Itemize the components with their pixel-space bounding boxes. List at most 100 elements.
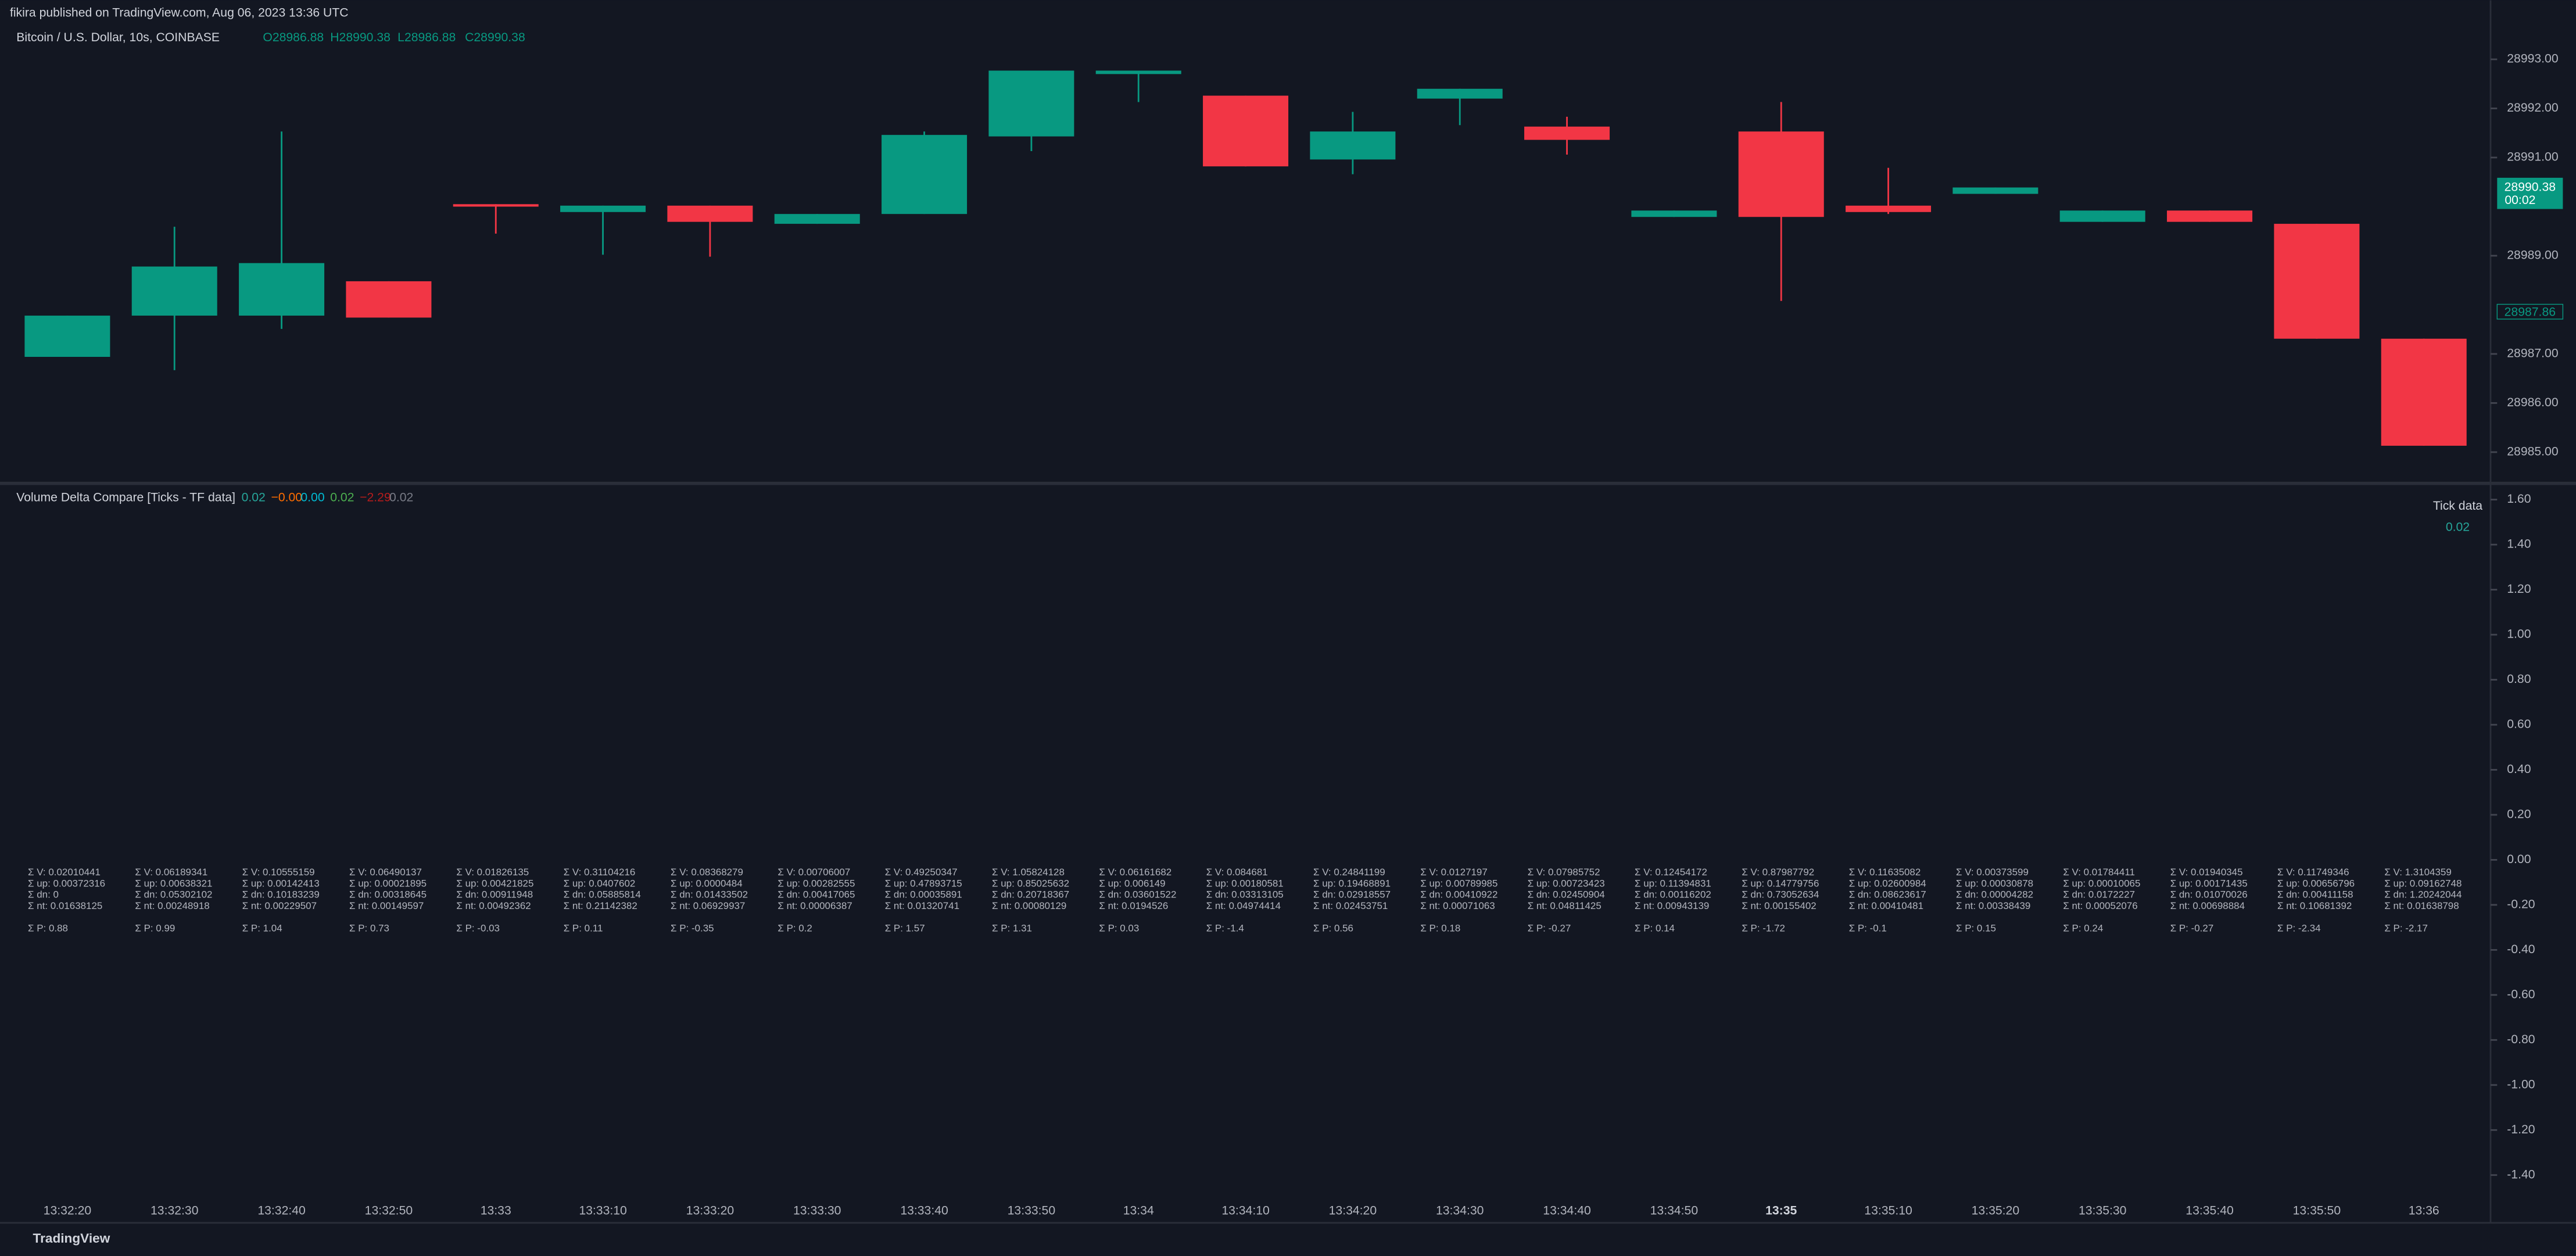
summary-line: Σ V: 0.31104216 [564, 867, 636, 878]
summary-line: Σ up: 0.19468891 [1313, 878, 1391, 889]
time-label: 13:35:40 [2186, 1204, 2233, 1218]
secondary-price: 28987.86 [2505, 305, 2556, 319]
summary-line: Σ dn: 0.0172227 [2063, 889, 2135, 900]
indicator-tick-label: 1.20 [2507, 582, 2531, 596]
summary-line: Σ nt: 0.00492362 [456, 900, 531, 911]
summary-line: Σ nt: 0.01638125 [28, 900, 102, 911]
summary-line: Σ nt: 0.21142382 [564, 900, 637, 911]
summary-line: Σ nt: 0.00052076 [2063, 900, 2137, 911]
summary-line: Σ P: 0.11 [564, 922, 603, 933]
summary-line: Σ up: 0.00372316 [28, 878, 105, 889]
indicator-title: Volume Delta Compare [Ticks - TF data] [16, 491, 235, 504]
candle-body [882, 135, 968, 214]
time-label: 13:35 [1765, 1204, 1797, 1218]
time-label: 13:34:50 [1650, 1204, 1698, 1218]
summary-line: Σ P: 0.73 [349, 922, 389, 933]
summary-line: Σ nt: 0.00943139 [1635, 900, 1709, 911]
summary-line: Σ nt: 0.00410481 [1849, 900, 1923, 911]
candle-body [1095, 70, 1181, 74]
summary-line: Σ P: 0.14 [1635, 922, 1675, 933]
summary-line: Σ nt: 0.00229507 [242, 900, 317, 911]
summary-line: Σ up: 0.00723423 [1528, 878, 1605, 889]
summary-line: Σ up: 0.00789985 [1420, 878, 1497, 889]
summary-line: Σ P: -1.72 [1742, 922, 1785, 933]
summary-line: Σ dn: 0.00318645 [349, 889, 427, 900]
summary-line: Σ V: 0.12454172 [1635, 867, 1707, 878]
legend-value: 0.02 [330, 491, 354, 504]
indicator-tick-label: 0.00 [2507, 853, 2531, 866]
summary-line: Σ V: 0.06161682 [1099, 867, 1171, 878]
time-label: 13:36 [2409, 1204, 2439, 1218]
indicator-tick-label: 0.40 [2507, 763, 2531, 776]
candle-body [1631, 210, 1717, 217]
summary-line: Σ dn: 0.20718367 [992, 889, 1069, 900]
summary-line: Σ up: 0.00010065 [2063, 878, 2140, 889]
time-label: 13:35:30 [2079, 1204, 2126, 1218]
summary-line: Σ nt: 0.04974414 [1206, 900, 1281, 911]
time-label: 13:32:40 [257, 1204, 305, 1218]
indicator-tick-label: 0.60 [2507, 718, 2531, 731]
symbol-title: Bitcoin / U.S. Dollar, 10s, COINBASE [16, 31, 220, 44]
summary-line: Σ V: 0.06189341 [135, 867, 207, 878]
summary-line: Σ up: 0.85025632 [992, 878, 1069, 889]
summary-line: Σ P: 0.2 [778, 922, 812, 933]
summary-line: Σ V: 0.01784411 [2063, 867, 2135, 878]
legend-value: 0.02 [242, 491, 266, 504]
summary-line: Σ V: 0.00706007 [778, 867, 850, 878]
ohlc-value: L28986.88 [397, 31, 456, 44]
summary-line: Σ V: 0.24841199 [1313, 867, 1385, 878]
summary-line: Σ V: 0.00373599 [1956, 867, 2029, 878]
ohlc-value: O28986.88 [263, 31, 324, 44]
candle-body [667, 205, 753, 222]
time-label: 13:35:10 [1864, 1204, 1912, 1218]
summary-line: Σ dn: 0.00911948 [456, 889, 533, 900]
summary-line: Σ V: 0.084681 [1206, 867, 1268, 878]
indicator-tick-label: 0.20 [2507, 808, 2531, 821]
summary-line: Σ V: 0.10555159 [242, 867, 315, 878]
candle-body [2381, 338, 2467, 446]
summary-line: Σ up: 0.00421825 [456, 878, 533, 889]
candle-body [1524, 126, 1610, 140]
summary-line: Σ nt: 0.01638798 [2384, 900, 2459, 911]
summary-line: Σ P: 0.18 [1420, 922, 1460, 933]
summary-line: Σ P: -0.27 [1528, 922, 1571, 933]
summary-line: Σ V: 0.07985752 [1528, 867, 1600, 878]
price-tick-label: 28986.00 [2507, 396, 2558, 409]
summary-line: Σ up: 0.09162748 [2384, 878, 2462, 889]
indicator-tick-label: -0.80 [2507, 1033, 2535, 1046]
summary-line: Σ dn: 0.01070026 [2170, 889, 2248, 900]
summary-line: Σ V: 0.11749346 [2277, 867, 2349, 878]
time-label: 13:32:50 [365, 1204, 413, 1218]
time-label: 13:35:20 [1972, 1204, 2019, 1218]
indicator-tick-label: 1.00 [2507, 628, 2531, 641]
candle-body [2274, 224, 2360, 339]
summary-line: Σ V: 1.05824128 [992, 867, 1065, 878]
summary-line: Σ nt: 0.02453751 [1313, 900, 1388, 911]
candle-body [131, 266, 217, 316]
summary-line: Σ dn: 0.00004282 [1956, 889, 2033, 900]
summary-line: Σ nt: 0.00338439 [1956, 900, 2030, 911]
summary-line: Σ nt: 0.00698884 [2170, 900, 2245, 911]
summary-line: Σ V: 0.87987792 [1742, 867, 1814, 878]
summary-line: Σ dn: 0.02450904 [1528, 889, 1605, 900]
candle-body [1738, 131, 1824, 217]
legend-value: −2.29 [360, 491, 391, 504]
candle-body [24, 316, 110, 357]
candle-body [1846, 205, 1932, 212]
candle-body [1417, 88, 1503, 99]
summary-line: Σ P: 0.15 [1956, 922, 1996, 933]
countdown: 00:02 [2505, 194, 2535, 207]
summary-line: Σ dn: 0.03313105 [1206, 889, 1284, 900]
indicator-tick-label: -1.40 [2507, 1168, 2535, 1181]
summary-line: Σ up: 0.11394831 [1635, 878, 1711, 889]
indicator-tick-label: -0.40 [2507, 943, 2535, 956]
footer-brand: TradingView [33, 1231, 110, 1246]
legend-value: 0.02 [389, 491, 413, 504]
summary-line: Σ dn: 1.20242044 [2384, 889, 2462, 900]
summary-line: Σ up: 0.00282555 [778, 878, 855, 889]
legend-value: 0.00 [300, 491, 324, 504]
summary-line: Σ V: 0.06490137 [349, 867, 422, 878]
candle-body [560, 205, 646, 212]
side-title: Tick data [2433, 499, 2482, 513]
